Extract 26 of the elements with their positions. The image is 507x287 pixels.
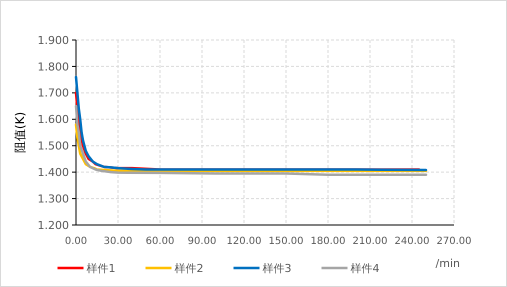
x-tick-label: 60.00 bbox=[146, 236, 174, 247]
y-tick-label: 1.800 bbox=[38, 60, 69, 74]
x-tick-label: 120.00 bbox=[226, 236, 262, 247]
x-tick-label: 240.00 bbox=[394, 236, 430, 247]
y-tick-label: 1.700 bbox=[38, 86, 69, 100]
x-tick-label: 210.00 bbox=[352, 236, 388, 247]
legend-label: 样件4 bbox=[350, 262, 380, 275]
y-axis-title: 阻值(K) bbox=[13, 112, 27, 154]
line-series bbox=[74, 104, 428, 176]
y-tick-label: 1.200 bbox=[38, 218, 69, 232]
legend-label: 样件2 bbox=[174, 262, 204, 275]
x-tick-label: 180.00 bbox=[310, 236, 346, 247]
y-tick-label: 1.400 bbox=[38, 166, 69, 179]
x-tick-label: 30.00 bbox=[104, 236, 132, 247]
y-tick-label: 1.600 bbox=[38, 113, 69, 126]
legend-label: 样件1 bbox=[86, 262, 116, 275]
line-series bbox=[74, 76, 428, 172]
x-tick-label: 90.00 bbox=[188, 236, 216, 247]
legend-label: 样件3 bbox=[262, 262, 292, 275]
x-tick-label: 270.00 bbox=[436, 236, 472, 247]
x-tick-label: 150.00 bbox=[268, 236, 304, 247]
y-tick-label: 1.300 bbox=[38, 192, 69, 206]
x-tick-label: 0.00 bbox=[64, 236, 88, 247]
y-tick-label: 1.500 bbox=[38, 140, 69, 153]
y-tick-label: 1.900 bbox=[38, 34, 69, 47]
x-axis-title: /min bbox=[436, 257, 460, 270]
